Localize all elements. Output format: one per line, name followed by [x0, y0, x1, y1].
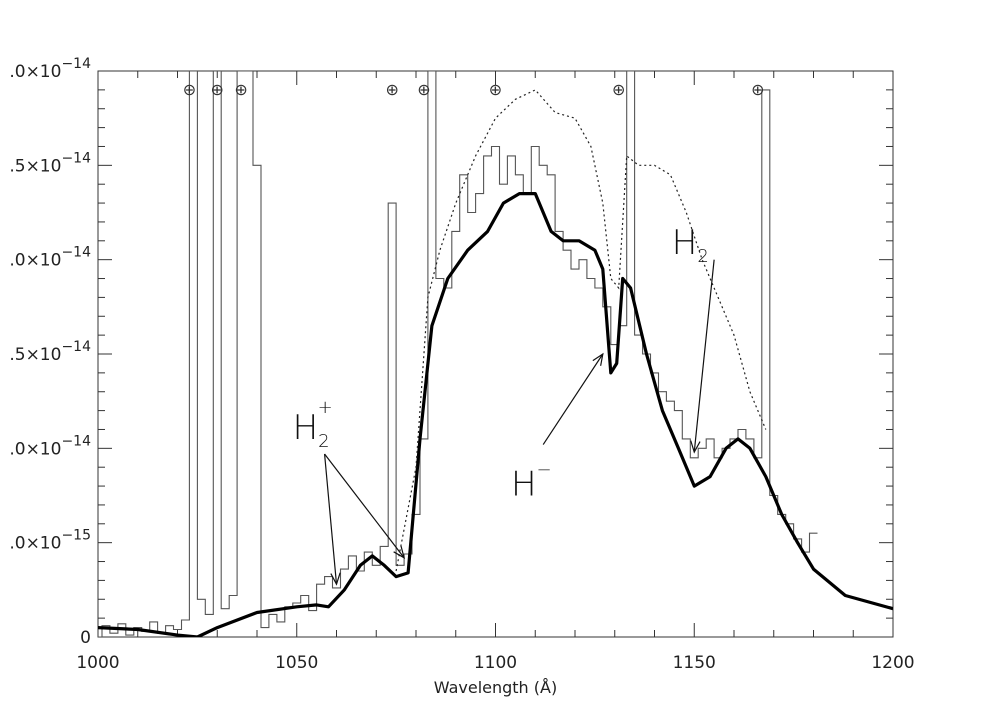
earth-icon: ⊕	[385, 80, 398, 99]
y-tick-mantissa: .0×10	[9, 534, 61, 554]
annotation-superscript: −	[537, 460, 552, 481]
annotation-base: H	[293, 408, 319, 448]
annotation-subscript: 2	[318, 431, 329, 452]
x-tick-label: 1100	[474, 653, 517, 673]
hminus-arrow-head	[592, 352, 604, 366]
hminus-arrow	[542, 353, 604, 445]
observed-spectrum-histogram	[98, 71, 818, 637]
y-tick-label: .0×10−14	[9, 433, 91, 459]
earth-icon: ⊕	[211, 80, 224, 99]
h2plus-arrow	[323, 453, 338, 585]
x-tick-label: 1000	[76, 653, 119, 673]
earth-icon: ⊕	[183, 80, 196, 99]
y-tick-exponent: −14	[61, 339, 91, 355]
earth-icon: ⊕	[751, 80, 764, 99]
y-tick-exponent: −14	[61, 433, 91, 449]
y-tick-mantissa: .0×10	[9, 251, 61, 271]
y-tick-mantissa: .5×10	[9, 345, 61, 365]
model-spectrum-line	[98, 192, 893, 637]
y-tick-mantissa: 0	[80, 628, 91, 648]
x-tick-label: 1050	[275, 653, 318, 673]
earth-icon: ⊕	[612, 80, 625, 99]
h2-arrow	[693, 259, 715, 453]
annotation-subscript: 2	[697, 246, 708, 267]
y-tick-mantissa: .5×10	[9, 156, 61, 176]
y-tick-label: .0×10−15	[9, 528, 91, 554]
y-tick-label: .5×10−14	[9, 339, 91, 365]
y-tick-exponent: −14	[61, 150, 91, 166]
y-tick-label: .0×10−14	[9, 56, 91, 82]
y-tick-label: 0	[80, 628, 91, 648]
y-tick-exponent: −14	[61, 245, 91, 261]
y-tick-exponent: −14	[61, 56, 91, 72]
earth-icon: ⊕	[417, 80, 430, 99]
annotation-superscript: +	[318, 397, 333, 418]
annotation-base: H	[672, 223, 698, 263]
plot-frame	[97, 70, 894, 638]
x-tick-label: 1200	[871, 653, 914, 673]
y-tick-mantissa: .0×10	[9, 62, 61, 82]
annotation-base: H	[511, 465, 537, 505]
earth-icon: ⊕	[234, 80, 247, 99]
h2plus-arrow-2-head	[393, 545, 406, 559]
y-tick-label: .5×10−14	[9, 150, 91, 176]
earth-icon: ⊕	[489, 80, 502, 99]
h2plus-arrow-2	[324, 453, 405, 559]
annotation-label: H2	[672, 223, 709, 267]
h2plus-arrow-head	[330, 572, 341, 586]
y-tick-mantissa: .0×10	[9, 439, 61, 459]
x-tick-label: 1150	[673, 653, 716, 673]
y-tick-label: .0×10−14	[9, 245, 91, 271]
x-axis-label: Wavelength (Å)	[434, 678, 557, 697]
y-tick-exponent: −15	[61, 528, 91, 544]
annotation-label: H2 +	[293, 397, 333, 452]
unabsorbed-model-line	[395, 89, 767, 572]
annotation-label: H−	[511, 460, 552, 505]
h2-arrow-head	[690, 440, 701, 454]
